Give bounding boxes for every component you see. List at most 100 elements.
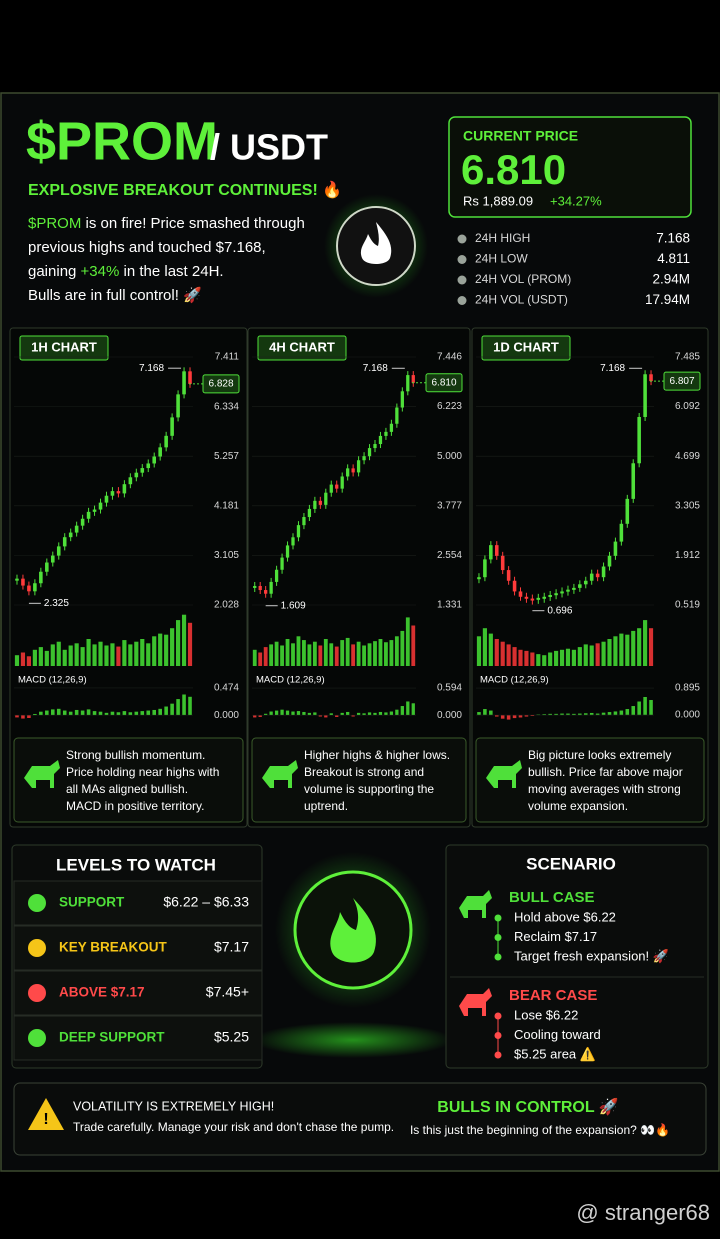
macd-bar <box>536 714 541 716</box>
level-label: DEEP SUPPORT <box>59 1030 165 1045</box>
candle <box>291 537 295 546</box>
warning-text: Trade carefully. Manage your risk and do… <box>73 1120 394 1134</box>
macd-bar <box>313 712 317 716</box>
macd-bar <box>554 713 558 716</box>
volume-bar <box>524 650 529 666</box>
volume-bar <box>26 656 32 666</box>
level-row <box>13 925 263 971</box>
case-item: Cooling toward <box>514 1027 601 1042</box>
level-row <box>13 1015 263 1061</box>
volume-bar <box>307 644 312 666</box>
volume-bar <box>122 640 127 666</box>
volume-bar <box>98 641 103 666</box>
case-item: $5.25 area ⚠️ <box>514 1046 596 1061</box>
volume-bar <box>384 642 388 666</box>
y-tick-label: 5.000 <box>437 451 462 462</box>
current-label: 6.810 <box>431 377 456 388</box>
note-line: volume expansion. <box>528 799 628 813</box>
macd-bar <box>253 715 257 718</box>
candle <box>406 375 410 392</box>
case-icon <box>459 890 492 918</box>
macd-bar <box>98 711 103 716</box>
stat-label: 24H VOL (PROM) <box>475 272 571 286</box>
current-tag <box>425 373 463 393</box>
note-line: Strong bullish momentum. <box>66 748 205 762</box>
candle <box>384 431 388 436</box>
macd-bar <box>264 713 268 716</box>
candle <box>483 559 487 578</box>
warning-mark: ! <box>43 1111 48 1128</box>
case-title: BULL CASE <box>509 889 595 906</box>
volume-bar <box>583 644 588 666</box>
candle <box>27 585 31 592</box>
macd-bar <box>619 710 624 716</box>
volume-bar <box>86 639 91 666</box>
candle <box>116 491 121 494</box>
case-item: Reclaim $7.17 <box>514 929 597 944</box>
macd-bar <box>86 709 91 716</box>
chart-label-pill <box>19 335 109 361</box>
macd-bar <box>307 712 312 716</box>
volume-bar <box>542 655 547 666</box>
candle <box>506 570 511 581</box>
warning-title: VOLATILITY IS EXTREMELY HIGH! <box>73 1099 274 1113</box>
stat-value: 2.94M <box>652 272 690 287</box>
y-tick-label: 2.028 <box>214 600 239 611</box>
candle <box>489 545 493 560</box>
chart-label-pill <box>481 335 571 361</box>
candle <box>548 594 552 597</box>
watermark: @ stranger68 <box>576 1200 710 1225</box>
macd-bar <box>583 713 588 716</box>
candle <box>494 545 499 556</box>
volume-bar <box>345 637 350 666</box>
candle <box>324 492 328 505</box>
macd-bar <box>643 696 647 716</box>
macd-bar <box>324 715 328 718</box>
y-tick-label: 6.334 <box>214 401 239 412</box>
y-tick-label: 6.092 <box>675 401 700 412</box>
volume-bar <box>74 643 79 666</box>
level-value: $5.25 <box>214 1029 249 1045</box>
volume-bar <box>367 643 372 666</box>
macd-bar <box>80 710 85 716</box>
volume-bar <box>595 643 600 666</box>
candle <box>583 580 588 585</box>
volume-bar <box>280 645 284 666</box>
level-icon <box>28 894 46 912</box>
level-label: SUPPORT <box>59 895 125 910</box>
volume-bar <box>625 634 630 666</box>
volume-bar <box>512 647 517 666</box>
stat-value: 7.168 <box>656 231 690 246</box>
macd-bar <box>566 713 570 716</box>
macd-bar <box>68 711 73 716</box>
candle <box>373 444 377 449</box>
description-line: $PROM is on fire! Price smashed through <box>28 215 305 232</box>
macd-bar <box>258 715 262 717</box>
candle <box>560 591 564 594</box>
macd-bar <box>170 703 174 716</box>
macd-bar <box>274 710 279 716</box>
macd-bar <box>269 711 273 716</box>
macd-bar <box>146 710 151 716</box>
y-tick-label: 3.777 <box>437 500 462 511</box>
volume-bar <box>140 639 145 666</box>
volume-bar <box>559 649 565 666</box>
chart-label: 4H CHART <box>269 339 335 354</box>
macd-bar <box>530 715 535 716</box>
candle <box>643 374 647 417</box>
title: $PROM <box>26 111 218 171</box>
macd-label: MACD (12,26,9) <box>256 675 325 686</box>
macd-bar <box>45 710 49 716</box>
chart-label: 1D CHART <box>493 339 559 354</box>
volume-bar <box>269 644 274 666</box>
macd-tick-label: 0.895 <box>675 683 700 694</box>
candle <box>500 555 505 571</box>
volume-bar <box>619 633 624 666</box>
volume-bar <box>187 622 193 666</box>
volume-bar <box>263 647 268 666</box>
volume-bar <box>400 630 405 666</box>
macd-bar <box>39 711 43 716</box>
scenario-title: SCENARIO <box>526 854 616 873</box>
macd-bar <box>589 712 594 716</box>
